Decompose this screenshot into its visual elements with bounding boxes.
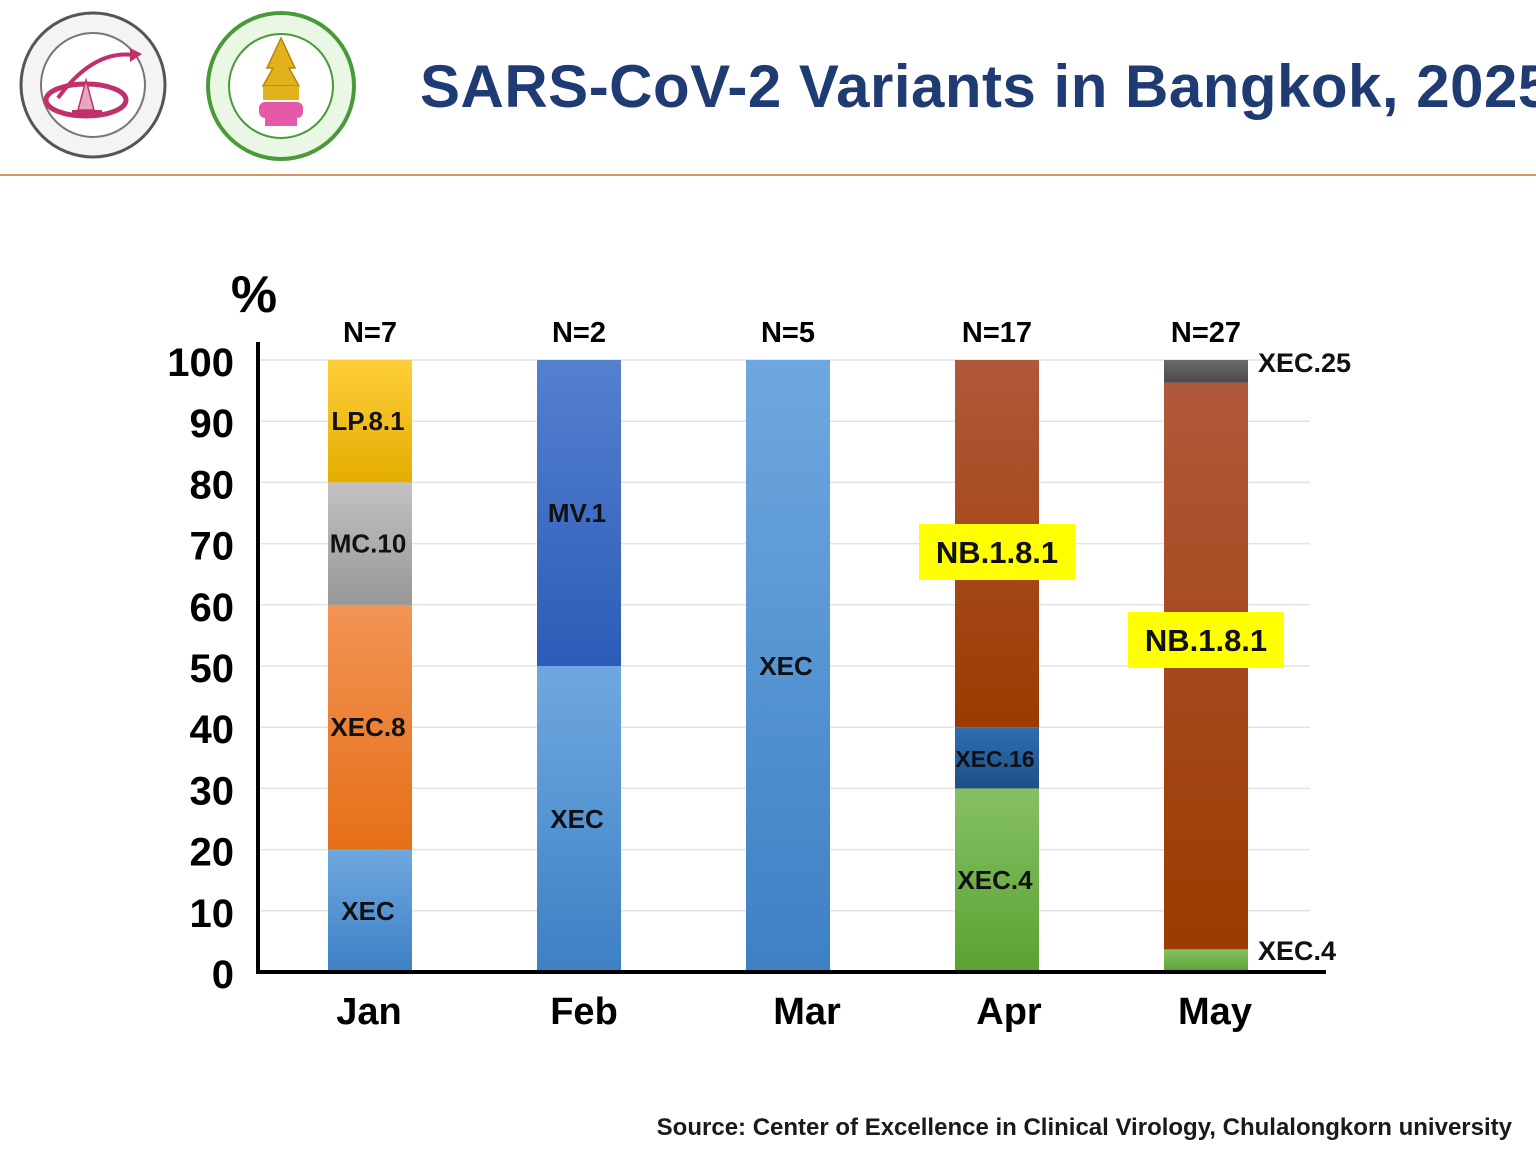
sample-size-label-apr: N=17 [962,317,1032,349]
segment-label-apr-nb-1-8-1: NB.1.8.1 [936,535,1058,570]
y-tick-label-90: 90 [190,402,235,446]
header-divider [0,174,1536,176]
y-tick-label-50: 50 [190,647,235,691]
chulalongkorn-medicine-logo [206,11,356,161]
bar-segment-jan-mc-10 [328,482,412,605]
segment-label-feb-xec: XEC [550,804,604,834]
bar-segment-feb-xec [537,666,621,972]
segment-label-jan-lp-8-1: LP.8.1 [331,406,404,436]
y-tick-label-70: 70 [190,525,235,569]
segment-label-apr-xec-16: XEC.16 [955,746,1034,772]
bar-segment-jan-xec-8 [328,604,412,850]
segment-label-apr-xec-4: XEC.4 [957,865,1033,895]
segment-label-jan-xec-8: XEC.8 [330,712,405,742]
y-tick-label-10: 10 [190,892,235,936]
sample-size-label-jan: N=7 [343,317,397,349]
x-tick-label-may: May [1178,991,1252,1033]
bar-segment-jan-xec [328,849,412,972]
segment-label-mar-xec: XEC [759,651,813,681]
segment-label-jan-mc-10: MC.10 [330,529,407,559]
bar-segment-may-xec-25 [1164,360,1248,383]
y-tick-label-0: 0 [212,953,234,997]
clinical-virology-logo [19,11,167,159]
y-tick-label-30: 30 [190,769,235,813]
page-title: SARS-CoV-2 Variants in Bangkok, 2025 [420,53,1536,120]
segment-label-may-xec-4: XEC.4 [1258,936,1336,966]
y-tick-label-40: 40 [190,708,235,752]
y-tick-label-20: 20 [190,831,235,875]
sample-size-label-feb: N=2 [552,317,606,349]
segment-label-may-nb-1-8-1: NB.1.8.1 [1145,623,1267,658]
y-axis-unit-label: % [231,266,277,324]
y-tick-label-80: 80 [190,463,235,507]
y-tick-label-60: 60 [190,586,235,630]
bar-segment-apr-xec-4 [955,788,1039,972]
segment-label-may-xec-25: XEC.25 [1258,348,1351,378]
sample-size-label-may: N=27 [1171,317,1241,349]
bar-segment-may-xec-4 [1164,949,1248,972]
bar-segment-jan-lp-8-1 [328,360,412,483]
x-tick-label-mar: Mar [773,991,841,1033]
y-tick-label-100: 100 [167,341,234,385]
bar-segment-apr-xec-16 [955,727,1039,789]
highlight-box-apr-nb-1-8-1 [919,524,1075,580]
x-tick-label-feb: Feb [550,991,618,1033]
x-tick-label-jan: Jan [336,991,401,1033]
sample-size-label-mar: N=5 [761,317,815,349]
bar-segment-feb-mv-1 [537,360,621,666]
segment-label-feb-mv-1: MV.1 [548,498,606,528]
x-tick-label-apr: Apr [976,991,1042,1033]
highlight-box-may-nb-1-8-1 [1128,612,1284,668]
bar-segment-mar-xec [746,360,830,972]
segment-label-jan-xec: XEC [341,896,395,926]
source-note: Source: Center of Excellence in Clinical… [656,1114,1512,1141]
